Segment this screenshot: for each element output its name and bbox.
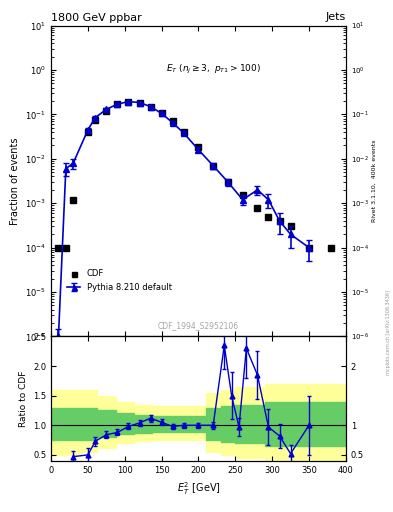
CDF <box>93 117 98 123</box>
CDF <box>182 129 186 135</box>
CDF <box>148 103 153 110</box>
CDF <box>170 118 175 124</box>
CDF <box>241 193 245 199</box>
CDF <box>86 129 90 135</box>
Text: 1800 GeV ppbar: 1800 GeV ppbar <box>51 13 142 24</box>
Text: mcplots.cern.ch [arXiv:1306.3436]: mcplots.cern.ch [arXiv:1306.3436] <box>386 290 391 375</box>
CDF <box>159 110 164 116</box>
CDF <box>255 204 260 210</box>
CDF <box>196 144 201 151</box>
CDF <box>277 218 282 224</box>
CDF <box>329 245 334 251</box>
CDF <box>56 245 61 251</box>
Y-axis label: Fraction of events: Fraction of events <box>9 137 20 225</box>
CDF <box>71 197 75 203</box>
CDF <box>288 223 293 229</box>
CDF <box>307 245 311 251</box>
CDF <box>137 100 142 106</box>
CDF <box>104 108 109 114</box>
Text: CDF_1994_S2952106: CDF_1994_S2952106 <box>158 321 239 330</box>
CDF <box>115 101 120 107</box>
Text: Jets: Jets <box>325 12 346 23</box>
CDF <box>64 245 68 251</box>
Y-axis label: Ratio to CDF: Ratio to CDF <box>18 371 28 427</box>
CDF <box>126 99 131 105</box>
Legend: CDF, Pythia 8.210 default: CDF, Pythia 8.210 default <box>64 266 175 295</box>
X-axis label: $E_T^2\ \mathrm{[GeV]}$: $E_T^2\ \mathrm{[GeV]}$ <box>176 480 220 497</box>
CDF <box>266 214 271 220</box>
Line: CDF: CDF <box>56 99 334 250</box>
Text: $E_T\ (n_j \geq 3,\ p_{T1}{>}100)$: $E_T\ (n_j \geq 3,\ p_{T1}{>}100)$ <box>166 63 261 76</box>
CDF <box>226 179 230 185</box>
CDF <box>211 163 216 169</box>
Y-axis label: Rivet 3.1.10,  400k events: Rivet 3.1.10, 400k events <box>371 140 376 222</box>
